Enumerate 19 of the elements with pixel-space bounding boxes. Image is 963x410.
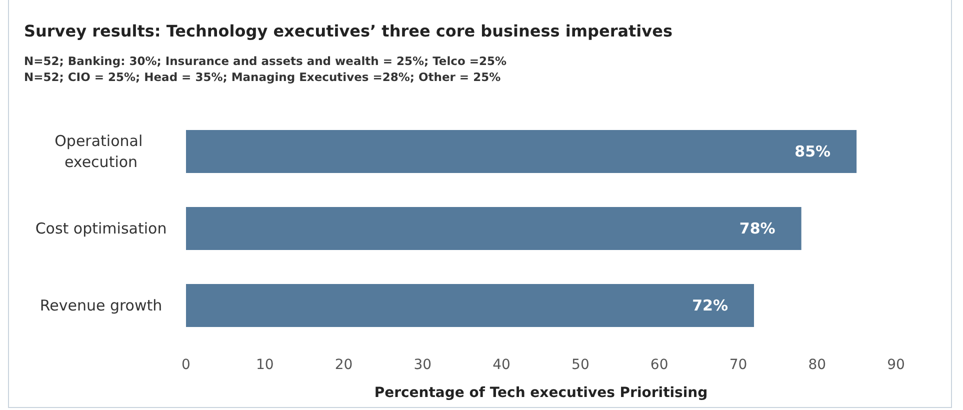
x-tick-label: 70 — [729, 357, 748, 373]
y-tick-label: Operational execution — [54, 132, 148, 171]
chart-title: Survey results: Technology executives’ three core business imperatives — [24, 22, 672, 40]
x-tick-label: 90 — [887, 357, 905, 373]
x-tick-label: 10 — [256, 357, 274, 373]
x-axis-title: Percentage of Tech executives Prioritising — [374, 385, 708, 401]
x-tick-label: 80 — [808, 357, 826, 373]
x-tick-label: 30 — [414, 357, 432, 373]
data-label: 85% — [794, 142, 831, 160]
x-tick-label: 50 — [572, 357, 590, 373]
x-tick-label: 0 — [182, 357, 190, 373]
x-tick-label: 40 — [492, 357, 510, 373]
data-label: 72% — [692, 296, 728, 314]
y-tick-label: Cost optimisation — [35, 220, 167, 238]
data-label: 78% — [739, 220, 776, 238]
y-tick-label: Revenue growth — [40, 296, 162, 314]
chart-subtitle: N=52; Banking: 30%; Insurance and assets and wealth = 25%; Telco =25% N=52; CIO = 25%; Head = 35%; Managing Executives =28%; Other = 25% — [24, 54, 508, 84]
x-tick-label: 20 — [334, 357, 353, 373]
x-tick-label: 60 — [650, 357, 668, 373]
